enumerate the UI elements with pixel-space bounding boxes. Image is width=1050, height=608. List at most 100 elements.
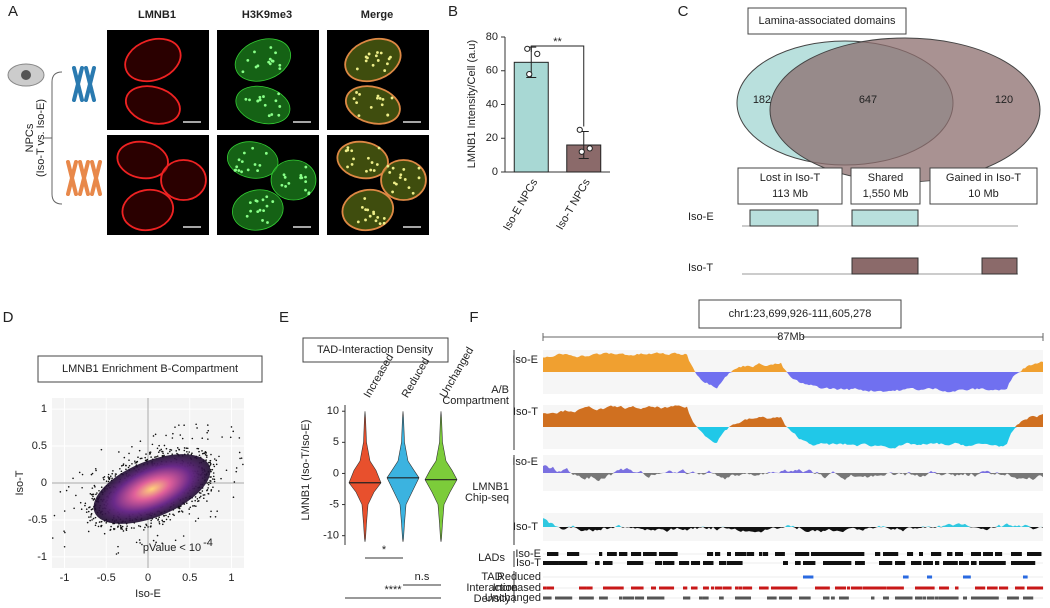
track-segment xyxy=(779,586,786,590)
density-dot xyxy=(186,451,188,453)
track-segment xyxy=(919,552,924,556)
track-label: Unchanged xyxy=(485,592,541,604)
track-segment xyxy=(851,586,856,590)
density-dot xyxy=(209,480,211,482)
density-dot xyxy=(121,528,124,530)
density-dot xyxy=(210,510,212,513)
density-dot xyxy=(90,508,93,511)
focus xyxy=(411,191,415,195)
track-segment xyxy=(759,552,763,556)
density-dot xyxy=(194,499,196,502)
data-point xyxy=(578,148,585,155)
track-segment xyxy=(631,586,637,590)
density-dot xyxy=(196,498,199,500)
density-dot xyxy=(134,462,136,464)
density-dot xyxy=(91,519,93,521)
density-dot xyxy=(154,433,157,436)
lad-block xyxy=(981,257,1018,275)
density-dot xyxy=(201,450,203,452)
density-dot xyxy=(161,523,164,526)
x-axis-title: Iso-E xyxy=(135,588,161,600)
track-segment xyxy=(891,586,896,590)
density-dot xyxy=(183,447,186,449)
density-dot xyxy=(89,506,91,508)
track-segment xyxy=(579,586,587,590)
focus xyxy=(391,190,394,194)
density-dot xyxy=(169,448,171,451)
density-dot xyxy=(64,531,66,534)
density-dot xyxy=(165,514,167,517)
track-segment xyxy=(1015,586,1020,590)
density-dot xyxy=(167,452,169,455)
density-dot xyxy=(233,481,236,483)
density-dot xyxy=(90,473,93,476)
density-dot xyxy=(188,508,190,510)
density-dot xyxy=(175,450,178,452)
density-dot xyxy=(141,543,143,546)
track-segment xyxy=(783,561,788,565)
focus xyxy=(381,97,385,101)
focus xyxy=(263,103,267,107)
track-segment xyxy=(623,596,629,600)
track-segment xyxy=(803,575,814,579)
density-dot xyxy=(118,451,120,453)
track-segment xyxy=(727,552,731,556)
density-dot xyxy=(229,436,232,439)
track-segment xyxy=(883,596,889,600)
density-dot xyxy=(59,491,62,493)
density-dot xyxy=(213,465,216,468)
density-dot xyxy=(177,507,180,509)
track-segment xyxy=(667,561,672,565)
track-segment xyxy=(907,552,914,556)
focus xyxy=(274,99,278,103)
comparison-label: **** xyxy=(384,584,402,596)
density-dot xyxy=(155,541,157,544)
density-dot xyxy=(146,458,149,461)
track-label: Iso-E xyxy=(688,211,714,223)
track-segment xyxy=(995,552,1003,556)
focus xyxy=(377,146,381,150)
nucleus xyxy=(232,189,284,231)
focus xyxy=(237,158,241,162)
focus xyxy=(251,146,255,150)
density-dot xyxy=(88,516,90,518)
track-segment xyxy=(927,575,933,579)
track-segment xyxy=(879,561,884,565)
density-dot xyxy=(108,477,110,479)
focus xyxy=(248,201,252,205)
title-box xyxy=(302,337,449,363)
density-dot xyxy=(210,463,212,465)
density-dot xyxy=(128,464,131,467)
track-segment xyxy=(883,552,888,556)
track-segment xyxy=(703,586,709,590)
density-dot xyxy=(239,457,241,460)
density-dot xyxy=(218,490,220,492)
locus-title: chr1:23,699,926-111,605,278 xyxy=(729,308,872,320)
track-segment xyxy=(571,552,578,556)
track-segment xyxy=(951,561,958,565)
focus xyxy=(299,176,302,180)
density-dot xyxy=(63,530,65,532)
focus xyxy=(304,175,307,179)
density-dot xyxy=(212,478,214,480)
track-segment xyxy=(871,586,881,590)
track-segment xyxy=(743,596,751,600)
density-dot xyxy=(89,519,91,522)
density-dot xyxy=(107,473,110,476)
focus xyxy=(262,95,265,98)
density-dot xyxy=(150,519,152,522)
density-dot xyxy=(133,527,135,529)
density-dot xyxy=(171,437,174,439)
focus xyxy=(241,70,245,74)
density-dot xyxy=(90,514,92,516)
nucleus xyxy=(226,141,279,179)
density-dot xyxy=(232,430,235,433)
density-dot xyxy=(84,504,86,507)
track-label: LMNB1 xyxy=(472,481,509,493)
track-segment xyxy=(899,596,907,600)
track-segment xyxy=(607,586,615,590)
scale-mask xyxy=(780,331,802,343)
focus xyxy=(246,168,250,172)
density-dot xyxy=(110,525,112,528)
density-dot xyxy=(176,447,179,449)
